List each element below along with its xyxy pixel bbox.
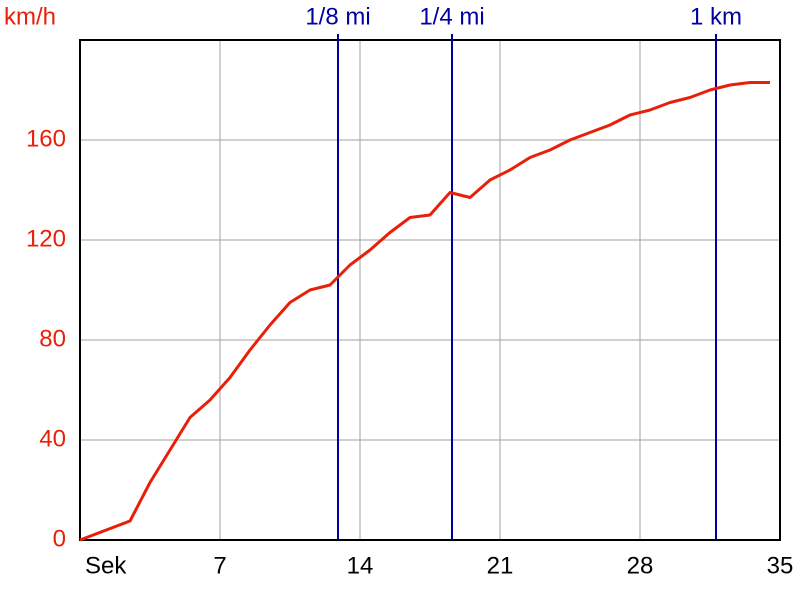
- x-tick-label: 21: [487, 552, 514, 579]
- marker-label: 1/8 mi: [305, 3, 370, 30]
- y-axis-label: km/h: [4, 3, 56, 30]
- x-tick-label: 14: [347, 552, 374, 579]
- marker-label: 1/4 mi: [419, 3, 484, 30]
- x-tick-label: 35: [767, 552, 794, 579]
- x-tick-label: 28: [627, 552, 654, 579]
- plot-frame: [79, 39, 781, 541]
- y-tick-label: 40: [39, 425, 66, 452]
- marker-label: 1 km: [690, 3, 742, 30]
- y-tick-label: 80: [39, 325, 66, 352]
- speed-line: [79, 81, 770, 542]
- y-tick-label: 120: [26, 225, 66, 252]
- x-tick-label: 7: [213, 552, 226, 579]
- y-tick-label: 160: [26, 125, 66, 152]
- x-tick-label: Sek: [85, 552, 127, 579]
- y-tick-label: 0: [53, 525, 66, 552]
